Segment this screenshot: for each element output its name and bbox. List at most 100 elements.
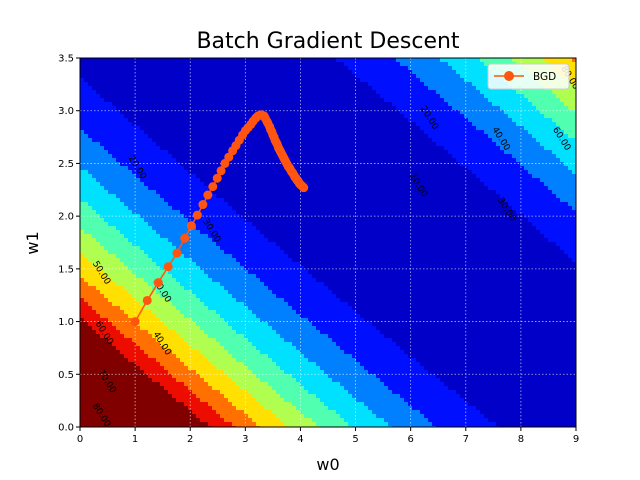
contour-cell	[228, 58, 233, 63]
contour-cell	[88, 154, 93, 159]
contour-cell	[112, 146, 117, 151]
contour-cell	[396, 214, 401, 219]
contour-cell	[248, 98, 253, 103]
contour-cell	[96, 106, 101, 111]
contour-cell	[256, 142, 261, 147]
contour-cell	[448, 86, 453, 91]
contour-cell	[448, 194, 453, 199]
contour-cell	[84, 118, 89, 123]
contour-cell	[456, 146, 461, 151]
contour-cell	[244, 138, 249, 143]
contour-cell	[388, 74, 393, 79]
contour-cell	[392, 122, 397, 127]
contour-cell	[144, 218, 149, 223]
contour-cell	[364, 58, 369, 63]
contour-cell	[352, 122, 357, 127]
contour-cell	[248, 114, 253, 119]
contour-cell	[268, 78, 273, 83]
contour-cell	[452, 106, 457, 111]
contour-cell	[316, 58, 321, 63]
contour-cell	[500, 110, 505, 115]
contour-cell	[88, 214, 93, 219]
contour-cell	[260, 194, 265, 199]
contour-cell	[108, 82, 113, 87]
contour-cell	[92, 78, 97, 83]
contour-cell	[264, 146, 269, 151]
contour-cell	[256, 122, 261, 127]
contour-cell	[472, 110, 477, 115]
contour-cell	[204, 114, 209, 119]
contour-cell	[568, 174, 573, 179]
contour-cell	[408, 86, 413, 91]
contour-cell	[184, 186, 189, 191]
contour-cell	[424, 62, 429, 67]
contour-cell	[116, 158, 121, 163]
contour-cell	[116, 74, 121, 79]
contour-cell	[432, 62, 437, 67]
contour-cell	[92, 134, 97, 139]
contour-cell	[344, 182, 349, 187]
contour-cell	[496, 94, 501, 99]
contour-cell	[564, 186, 569, 191]
contour-cell	[260, 138, 265, 143]
contour-cell	[96, 202, 101, 207]
contour-cell	[280, 126, 285, 131]
contour-cell	[440, 206, 445, 211]
contour-cell	[480, 178, 485, 183]
contour-cell	[420, 130, 425, 135]
contour-cell	[480, 122, 485, 127]
contour-cell	[144, 66, 149, 71]
contour-cell	[236, 114, 241, 119]
contour-cell	[128, 118, 133, 123]
contour-cell	[544, 106, 549, 111]
contour-cell	[228, 206, 233, 211]
contour-cell	[408, 102, 413, 107]
contour-cell	[336, 110, 341, 115]
contour-cell	[344, 98, 349, 103]
contour-cell	[400, 126, 405, 131]
contour-cell	[448, 178, 453, 183]
contour-cell	[228, 90, 233, 95]
contour-cell	[220, 66, 225, 71]
contour-cell	[532, 158, 537, 163]
contour-cell	[104, 114, 109, 119]
contour-cell	[376, 82, 381, 87]
contour-cell	[224, 202, 229, 207]
contour-cell	[288, 126, 293, 131]
contour-cell	[340, 170, 345, 175]
contour-cell	[280, 210, 285, 215]
contour-cell	[300, 198, 305, 203]
contour-cell	[104, 210, 109, 215]
contour-cell	[564, 122, 569, 127]
contour-cell	[336, 70, 341, 75]
contour-cell	[328, 122, 333, 127]
contour-cell	[492, 202, 497, 207]
contour-cell	[504, 186, 509, 191]
contour-cell	[124, 110, 129, 115]
contour-cell	[472, 94, 477, 99]
contour-cell	[304, 130, 309, 135]
contour-cell	[516, 178, 521, 183]
contour-cell	[536, 130, 541, 135]
contour-cell	[144, 126, 149, 131]
contour-cell	[260, 198, 265, 203]
contour-cell	[508, 198, 513, 203]
contour-cell	[496, 206, 501, 211]
contour-cell	[284, 146, 289, 151]
contour-cell	[404, 70, 409, 75]
contour-cell	[192, 134, 197, 139]
contour-cell	[232, 82, 237, 87]
contour-cell	[220, 182, 225, 187]
contour-cell	[372, 94, 377, 99]
contour-cell	[296, 202, 301, 207]
contour-cell	[472, 66, 477, 71]
contour-cell	[532, 178, 537, 183]
contour-cell	[412, 170, 417, 175]
contour-cell	[236, 170, 241, 175]
contour-cell	[208, 146, 213, 151]
contour-cell	[128, 90, 133, 95]
contour-cell	[516, 90, 521, 95]
contour-cell	[220, 122, 225, 127]
contour-cell	[340, 74, 345, 79]
contour-cell	[224, 206, 229, 211]
